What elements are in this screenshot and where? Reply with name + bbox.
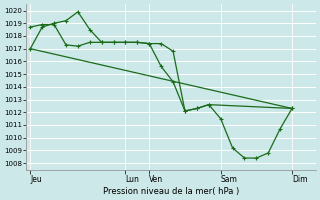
X-axis label: Pression niveau de la mer( hPa ): Pression niveau de la mer( hPa ): [103, 187, 239, 196]
